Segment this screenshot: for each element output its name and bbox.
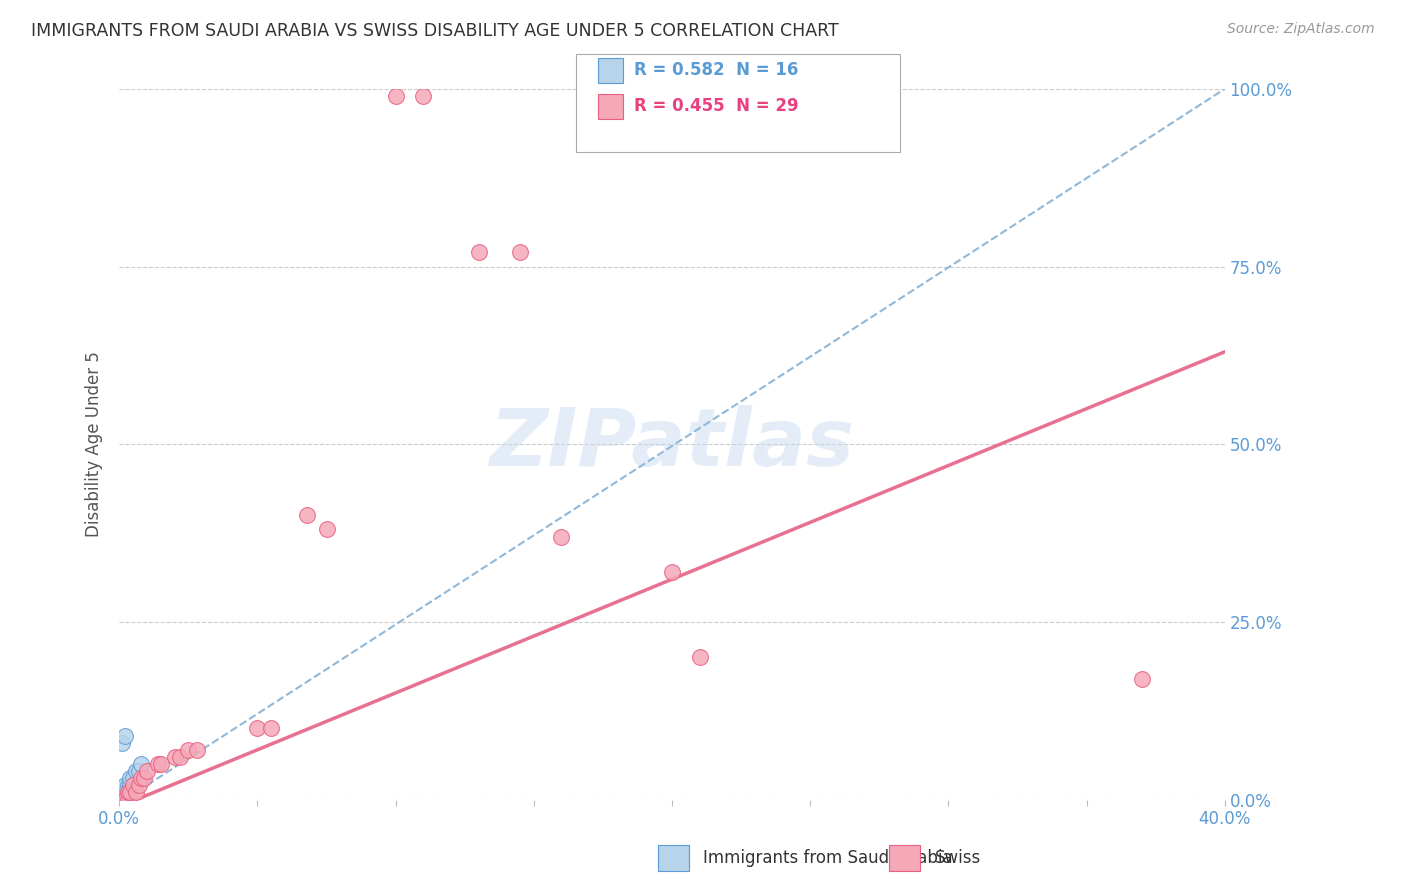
Y-axis label: Disability Age Under 5: Disability Age Under 5 (86, 351, 103, 537)
Point (114, 792, 136, 806)
Point (120, 785, 142, 799)
Point (134, 771, 156, 785)
Point (509, 245, 531, 260)
Point (260, 722, 283, 736)
Point (120, 778, 142, 792)
Point (186, 743, 208, 757)
Point (246, 722, 269, 736)
Point (117, 785, 139, 799)
Point (117, 792, 139, 806)
Point (169, 750, 191, 764)
Text: Source: ZipAtlas.com: Source: ZipAtlas.com (1227, 22, 1375, 37)
Point (550, 530, 572, 544)
Point (689, 650, 711, 665)
Point (111, 785, 134, 799)
Point (114, 778, 136, 792)
Point (467, 245, 489, 260)
Point (177, 743, 200, 757)
Point (117, 778, 139, 792)
Text: IMMIGRANTS FROM SAUDI ARABIA VS SWISS DISABILITY AGE UNDER 5 CORRELATION CHART: IMMIGRANTS FROM SAUDI ARABIA VS SWISS DI… (31, 22, 839, 40)
Point (131, 756, 153, 771)
Point (295, 508, 318, 523)
Point (135, 764, 157, 778)
Point (128, 764, 150, 778)
Text: R = 0.582  N = 16: R = 0.582 N = 16 (634, 62, 799, 79)
Point (1130, 672, 1153, 686)
Point (111, 736, 134, 750)
Point (125, 764, 148, 778)
Point (125, 785, 148, 799)
Point (111, 792, 134, 806)
Text: Swiss: Swiss (935, 849, 981, 867)
Point (315, 523, 337, 537)
Point (122, 778, 145, 792)
Point (384, 89, 406, 103)
Text: Immigrants from Saudi Arabia: Immigrants from Saudi Arabia (703, 849, 953, 867)
Point (114, 785, 136, 799)
Point (117, 785, 139, 799)
Point (110, 792, 132, 806)
Point (163, 750, 186, 764)
Point (120, 771, 142, 785)
Point (114, 729, 136, 743)
Point (661, 565, 683, 579)
Point (111, 792, 134, 806)
Point (128, 778, 150, 792)
Point (146, 756, 169, 771)
Point (131, 771, 153, 785)
Point (122, 771, 145, 785)
Point (149, 756, 172, 771)
Text: R = 0.455  N = 29: R = 0.455 N = 29 (634, 97, 799, 115)
Point (412, 89, 434, 103)
Point (114, 792, 136, 806)
Text: ZIPatlas: ZIPatlas (489, 405, 855, 483)
